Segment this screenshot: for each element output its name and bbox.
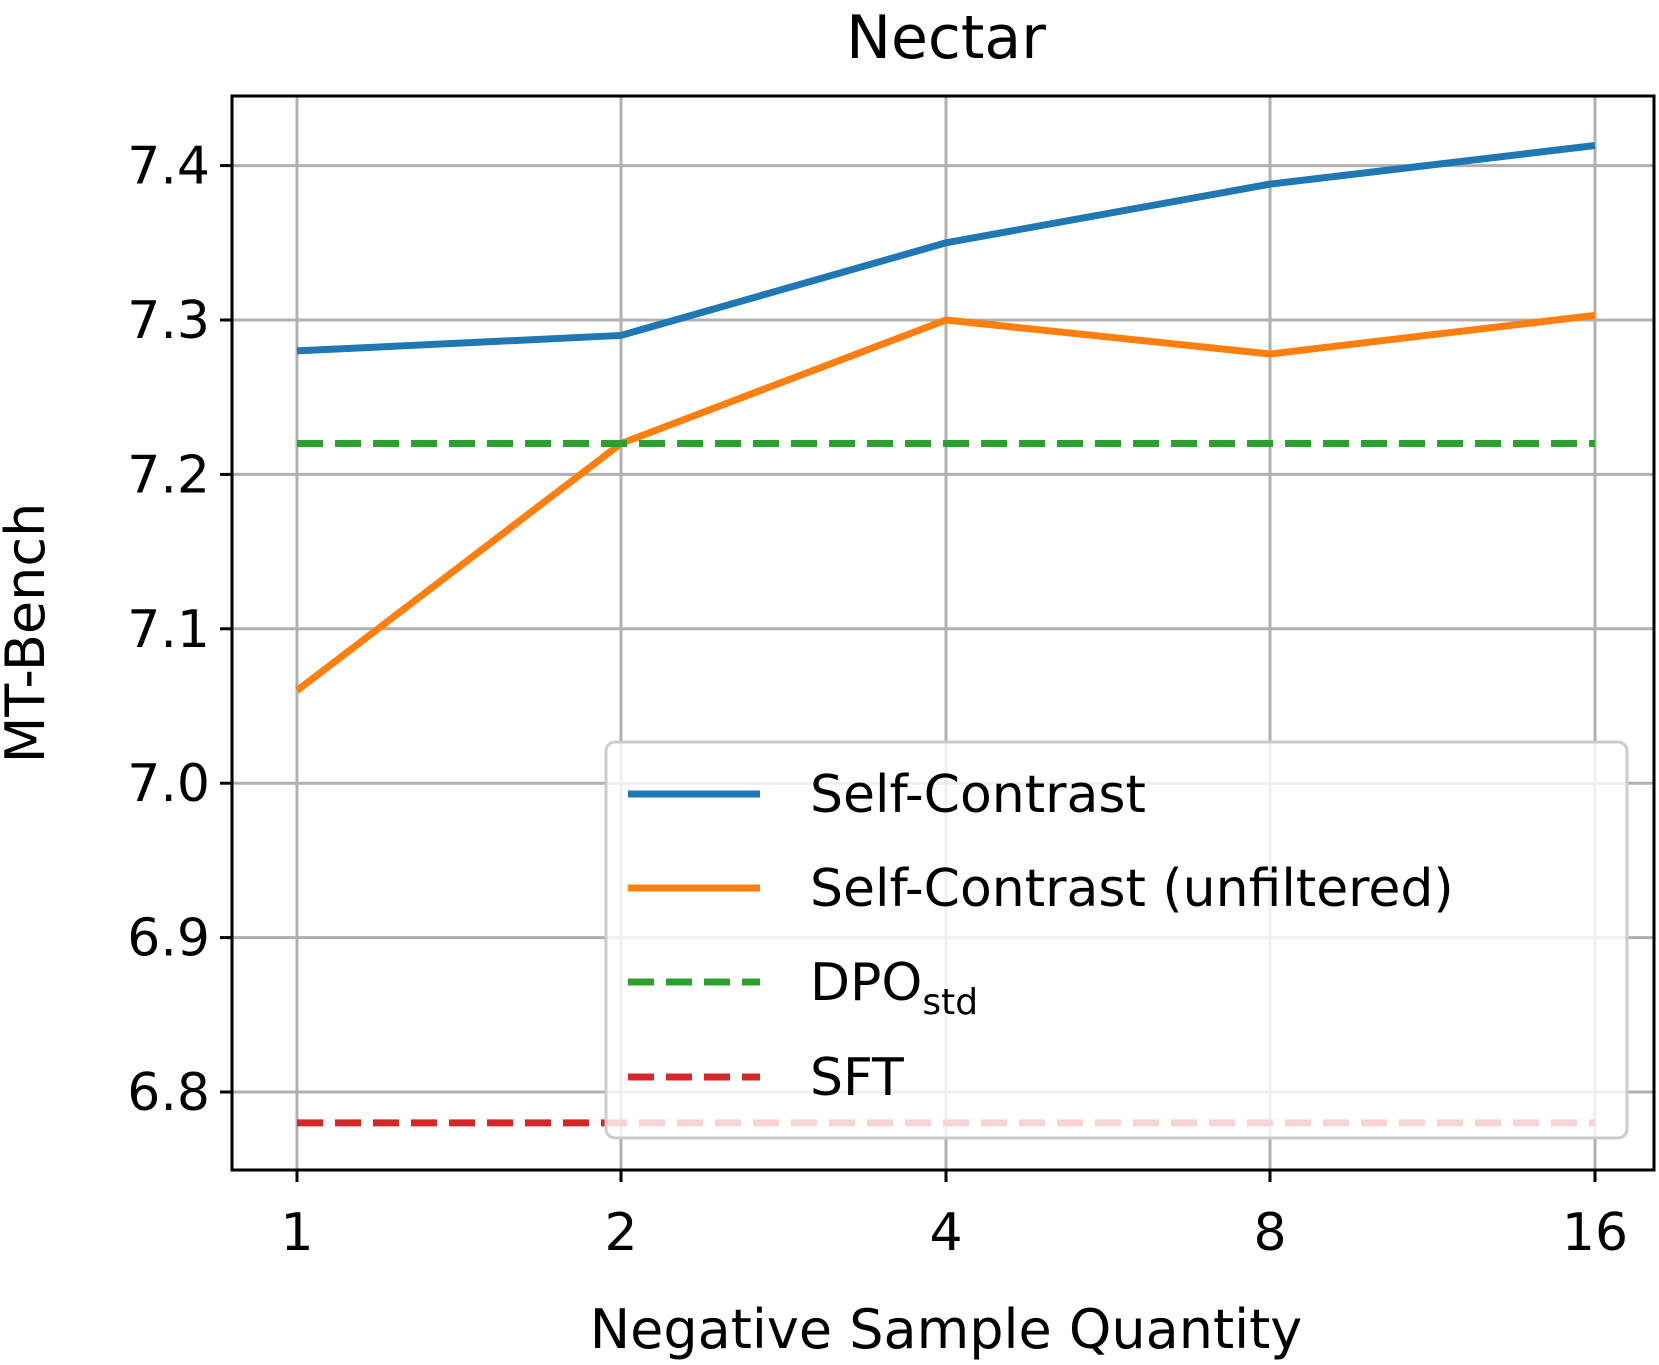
y-tick-label: 7.1	[127, 600, 210, 660]
x-tick-label: 8	[1253, 1203, 1286, 1263]
plot-frame	[230, 94, 1656, 1172]
x-tick-label: 4	[929, 1203, 962, 1263]
x-axis-label: Negative Sample Quantity	[590, 1298, 1303, 1361]
legend-label-4: SFT	[810, 1048, 904, 1108]
y-tick-label: 7.2	[127, 445, 210, 505]
y-tick-label: 7.0	[127, 754, 210, 814]
x-tick-label: 1	[280, 1203, 313, 1263]
legend-label-subscript: std	[922, 982, 978, 1023]
x-tick-label: 16	[1562, 1203, 1628, 1263]
y-tick-label: 7.3	[127, 291, 210, 351]
legend-label-1: Self-Contrast	[810, 765, 1146, 825]
y-tick-label: 7.4	[127, 137, 210, 197]
x-axis: 1 2 4 8 16	[280, 1170, 1628, 1263]
y-tick-label: 6.8	[127, 1063, 210, 1123]
chart-title: Nectar	[846, 3, 1046, 73]
legend-label-2: Self-Contrast (unfiltered)	[810, 859, 1454, 919]
x-tick-label: 2	[604, 1203, 637, 1263]
y-axis: 6.8 6.9 7.0 7.1 7.2 7.3 7.4	[127, 137, 232, 1123]
legend-box	[604, 740, 1629, 1140]
y-axis-label: MT-Bench	[0, 503, 57, 764]
y-tick-label: 6.9	[127, 909, 210, 969]
